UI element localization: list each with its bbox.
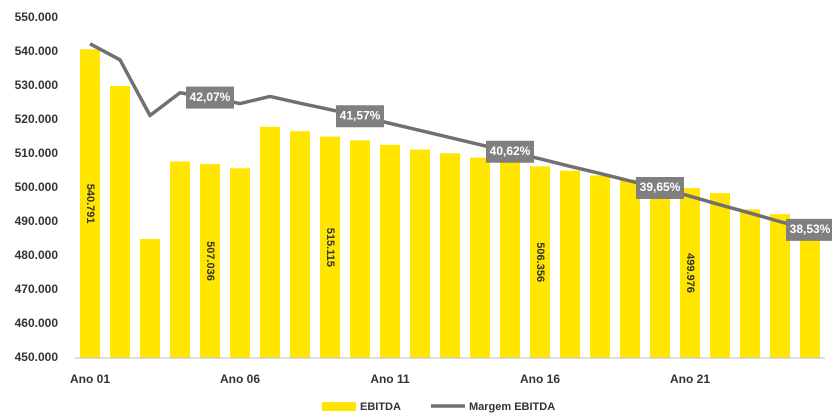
y-tick-label: 550.000 [15,10,59,24]
bar [350,140,370,358]
line-label-box [786,218,832,241]
y-tick-label: 460.000 [15,316,59,330]
y-tick-label: 530.000 [15,78,59,92]
bar [710,193,730,358]
bar-label: 515.115 [324,228,336,267]
bar [140,239,160,358]
line-label-box [636,177,684,199]
bar [770,214,790,358]
bar [230,168,250,358]
bar [530,166,550,358]
line-label: 41,57% [340,108,381,122]
bar [590,175,610,358]
line-label-box [336,105,384,128]
y-tick-label: 540.000 [15,44,59,58]
bar-label: 499.976 [684,253,696,293]
bar [380,144,400,358]
legend-label: EBITDA [360,401,401,413]
bar [290,131,310,358]
line-label: 40,62% [490,144,531,158]
y-tick-label: 510.000 [15,146,59,160]
bar [800,220,820,358]
legend-label: Margem EBITDA [469,401,555,413]
x-tick-label: Ano 01 [70,372,110,386]
bar [440,153,460,358]
bar [560,170,580,358]
bar [410,149,430,358]
line-label-box [486,140,534,163]
bar [650,183,670,358]
line-label: 39,65% [640,180,681,194]
bar [200,164,220,358]
bar-label: 506.356 [534,242,546,282]
bar [110,86,130,358]
x-tick-label: Ano 16 [520,372,560,386]
legend-swatch [322,402,356,411]
y-tick-label: 480.000 [15,248,59,262]
x-tick-label: Ano 11 [370,372,410,386]
bar [620,179,640,358]
y-tick-label: 470.000 [15,282,59,296]
bar [320,136,340,358]
bar [740,209,760,358]
line-label-box [186,86,234,109]
y-tick-label: 450.000 [15,350,59,364]
y-tick-label: 490.000 [15,214,59,228]
bar [680,188,700,358]
bar [500,162,520,358]
bar [80,49,100,358]
y-tick-label: 520.000 [15,112,59,126]
bar [170,161,190,358]
line-label: 38,53% [790,222,831,236]
bar [470,157,490,358]
line-label: 42,07% [190,90,231,104]
bar-label: 507.036 [204,241,216,281]
x-tick-label: Ano 21 [670,372,710,386]
bar-label: 540.791 [84,184,96,224]
x-tick-label: Ano 06 [220,372,260,386]
y-tick-label: 500.000 [15,180,59,194]
bar [260,126,280,358]
